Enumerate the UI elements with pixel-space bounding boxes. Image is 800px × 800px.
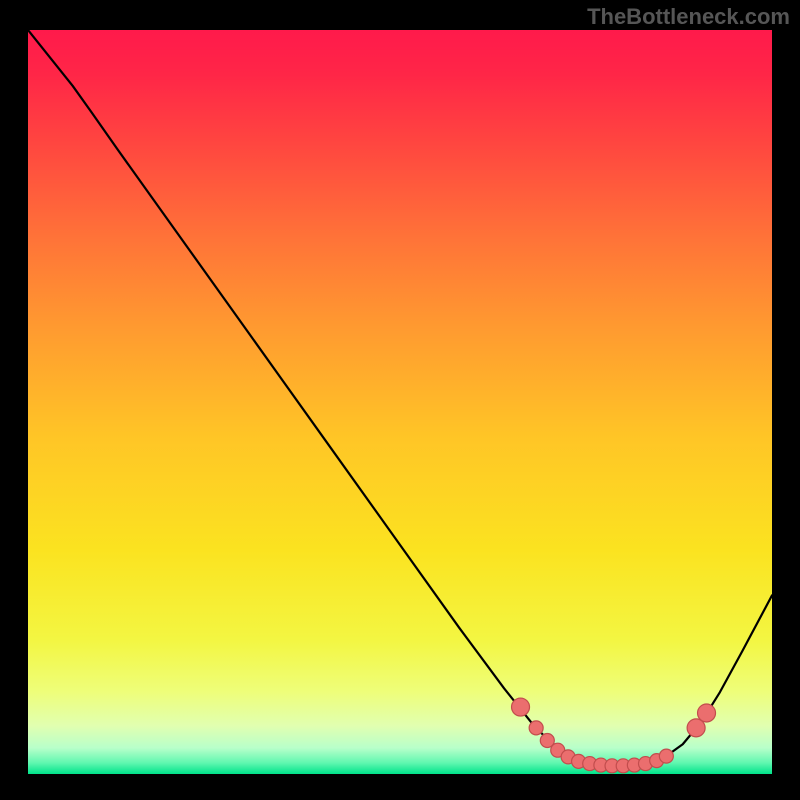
curve-marker	[529, 721, 543, 735]
curve-marker	[659, 749, 673, 763]
curve-marker	[512, 698, 530, 716]
gradient-background	[28, 30, 772, 774]
curve-marker	[698, 704, 716, 722]
attribution-label: TheBottleneck.com	[587, 4, 790, 30]
chart-container: TheBottleneck.com	[0, 0, 800, 800]
bottleneck-curve-chart	[0, 0, 800, 800]
